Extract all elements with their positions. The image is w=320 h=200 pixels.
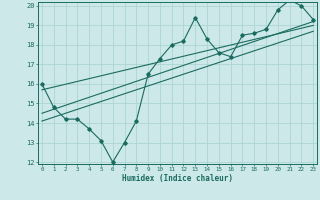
X-axis label: Humidex (Indice chaleur): Humidex (Indice chaleur)	[122, 174, 233, 183]
